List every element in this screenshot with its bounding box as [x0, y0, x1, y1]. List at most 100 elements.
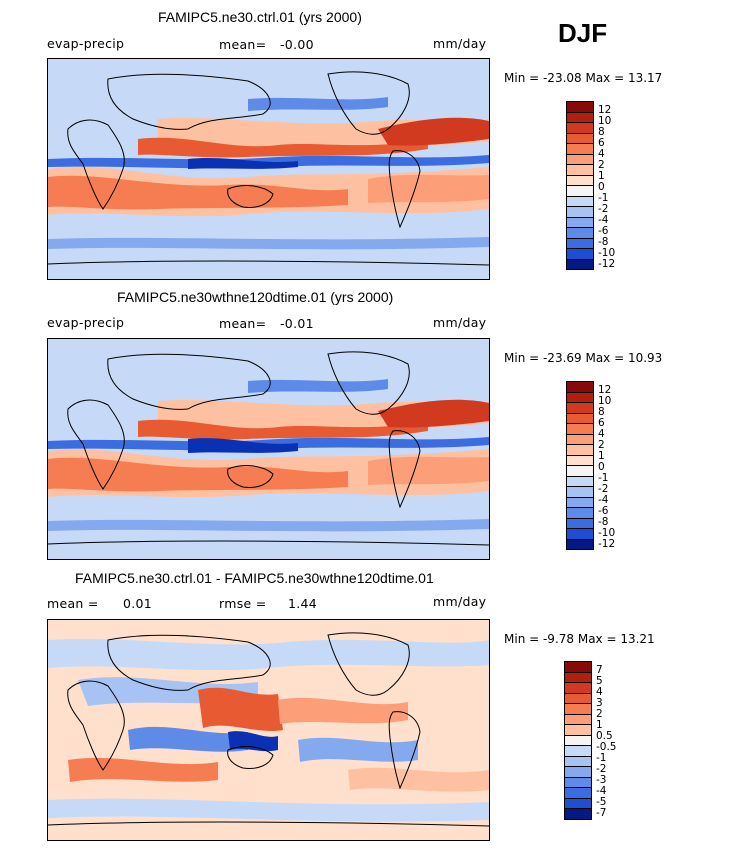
colorbar-label: -4	[596, 785, 607, 797]
swatch	[567, 434, 593, 445]
units-label: mm/day	[433, 315, 487, 330]
colorbar-label: -6	[598, 505, 609, 517]
south-america-outline	[388, 150, 421, 229]
gulf-stream-evap	[378, 399, 489, 428]
north-america-outline	[327, 351, 410, 415]
swatch	[565, 767, 591, 778]
southern-storm-track	[48, 519, 489, 532]
difference-patch-negative	[298, 737, 418, 762]
swatch	[567, 403, 593, 414]
variable-label: evap-precip	[47, 36, 125, 51]
swatch	[567, 207, 593, 218]
rmse-value: 1.44	[288, 596, 318, 611]
colorbar-label: -0.5	[596, 741, 617, 753]
rmse-label: rmse =	[219, 596, 267, 611]
colorbar-label: 5	[596, 675, 603, 687]
antarctica-outline	[48, 540, 489, 546]
global-map	[47, 338, 490, 560]
north-pacific-storm-track	[248, 97, 388, 111]
swatch	[567, 196, 593, 207]
colorbar-label: -12	[598, 258, 616, 270]
colorbar-swatches	[566, 381, 594, 550]
australia-outline	[227, 746, 274, 769]
colorbar-label: 6	[598, 417, 605, 429]
colorbar-label: -8	[598, 236, 609, 248]
africa-outline	[67, 399, 125, 490]
variable-label: evap-precip	[47, 315, 125, 330]
units-label: mm/day	[433, 36, 487, 51]
swatch	[567, 133, 593, 144]
colorbar-label: 2	[596, 708, 603, 720]
mean-label: mean =	[47, 596, 99, 611]
colorbar-label: -1	[598, 192, 609, 204]
australia-outline	[227, 185, 274, 208]
swatch	[567, 539, 593, 550]
colorbar-label: -1	[598, 472, 609, 484]
difference-patch-positive	[278, 697, 408, 724]
south-america-outline	[388, 711, 421, 790]
season-label: DJF	[558, 18, 608, 48]
colorbar-label: -10	[598, 527, 616, 539]
coastlines	[48, 351, 489, 546]
difference-patch-positive	[198, 687, 283, 732]
swatch	[567, 445, 593, 456]
swatch	[567, 217, 593, 228]
min-max-readout: Min = -9.78 Max = 13.21	[504, 632, 655, 646]
africa-outline	[67, 680, 125, 771]
south-atlantic-dry-zone	[368, 456, 489, 485]
antarctica-outline	[48, 260, 489, 266]
colorbar-label: 1	[598, 450, 605, 462]
southern-dry-zone	[48, 175, 348, 210]
colorbar-label: 3	[596, 697, 603, 709]
swatch	[567, 102, 593, 113]
gulf-stream-evap	[378, 117, 489, 146]
swatch	[567, 476, 593, 487]
southern-storm-track	[48, 237, 489, 250]
africa-outline	[67, 119, 125, 210]
colorbar-label: -4	[598, 494, 609, 506]
colorbar-label: 6	[598, 137, 605, 149]
swatch	[567, 154, 593, 165]
colorbar-label: 7	[596, 664, 603, 676]
eurasia-outline	[107, 73, 271, 130]
warm-pool-rain	[188, 158, 298, 169]
colorbar-label: 2	[598, 439, 605, 451]
north-america-outline	[327, 71, 410, 135]
colorbar-label: 1	[598, 170, 605, 182]
swatch	[565, 714, 591, 725]
south-america-outline	[388, 430, 421, 509]
map-canvas	[48, 339, 489, 559]
difference-patch-negative	[128, 726, 248, 752]
swatch	[567, 112, 593, 123]
mean-value: 0.01	[123, 596, 153, 611]
colorbar: 12 10 8 6 4 2 1 0 -1 -2 -4 -6 -8 -10 -12	[566, 381, 615, 550]
colorbar-swatches	[564, 661, 592, 820]
colorbar-label: 4	[596, 686, 603, 698]
mean-label: mean=	[219, 37, 267, 52]
swatch	[567, 424, 593, 435]
colorbar-label: 1	[596, 719, 603, 731]
swatch	[565, 662, 591, 673]
colorbar-label: 10	[598, 395, 612, 407]
colorbar: 7 5 4 3 2 1 0.5 -0.5 -1 -2 -3 -4 -5 -7	[564, 661, 617, 820]
swatch	[567, 165, 593, 176]
eurasia-outline	[107, 634, 271, 691]
map-canvas	[48, 620, 489, 840]
colorbar-label: 0	[598, 461, 605, 473]
swatch	[567, 228, 593, 239]
swatch	[567, 123, 593, 134]
colorbar-label: -1	[596, 752, 607, 764]
swatch	[567, 518, 593, 529]
itcz-band	[48, 155, 489, 169]
units-label: mm/day	[433, 594, 487, 609]
colorbar: 12 10 8 6 4 2 1 0 -1 -2 -4 -6 -8 -10 -12	[566, 101, 615, 270]
swatch	[567, 413, 593, 424]
colorbar-label: -5	[596, 796, 607, 808]
colorbar-label: 0.5	[596, 730, 613, 742]
colorbar-label: -4	[598, 214, 609, 226]
swatch	[565, 809, 591, 820]
difference-patch-negative	[48, 638, 489, 671]
swatch	[565, 735, 591, 746]
colorbar-label: 4	[598, 428, 605, 440]
colorbar-label: 12	[598, 104, 612, 116]
